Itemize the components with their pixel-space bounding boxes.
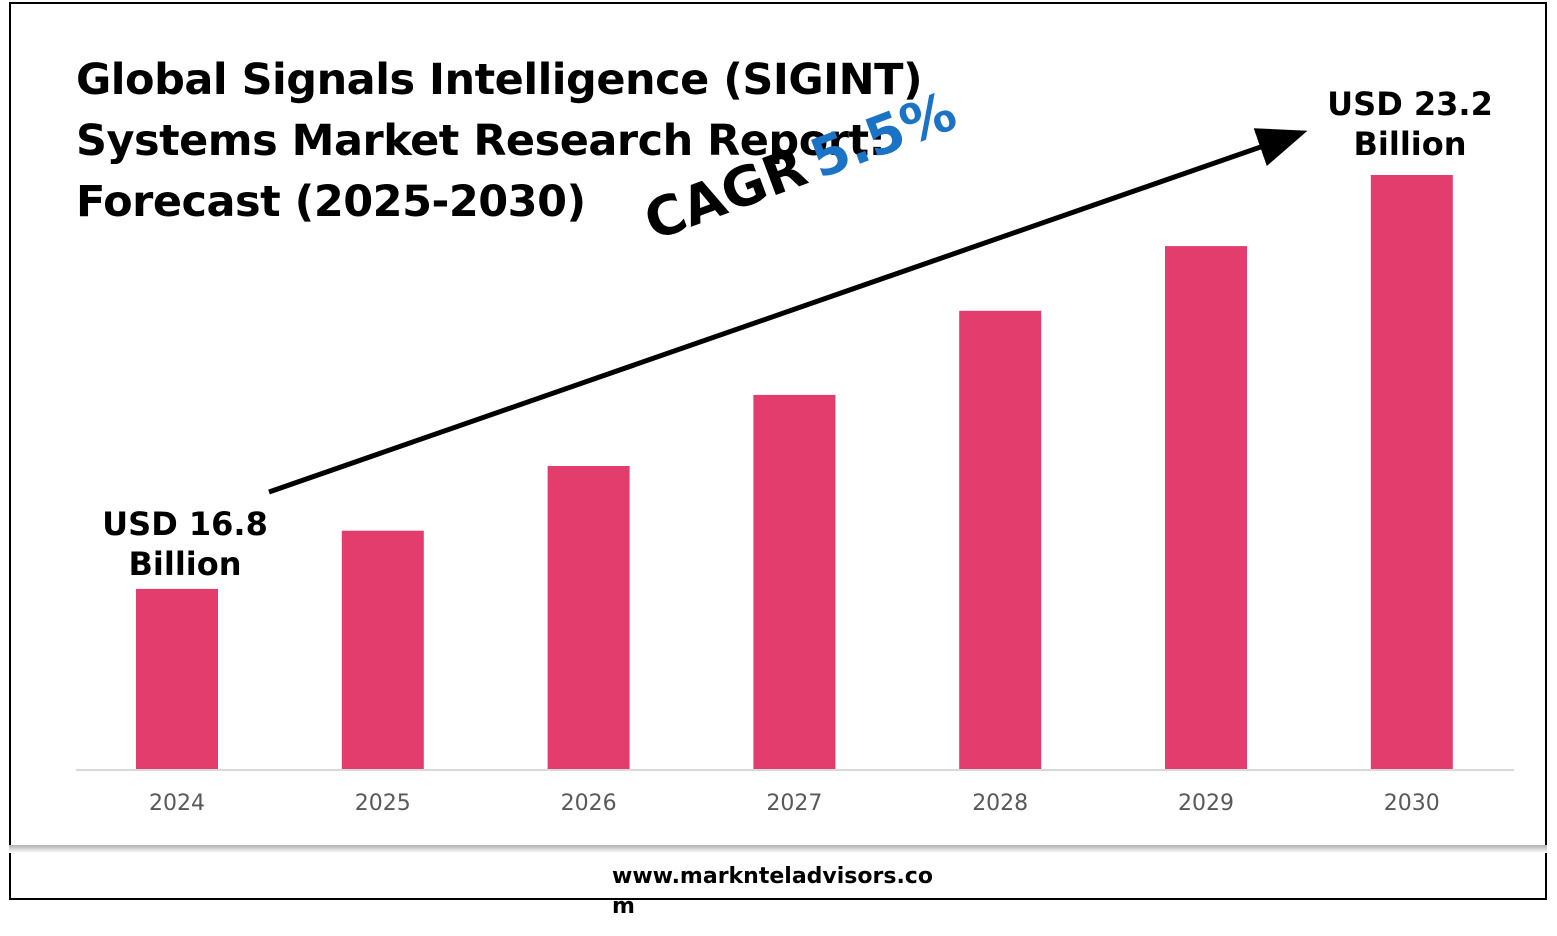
- end-value-amount: USD 23.2: [1327, 85, 1493, 123]
- title-line-2: Systems Market Research Report:: [76, 116, 886, 166]
- x-tick-label-2027: 2027: [766, 791, 822, 816]
- bar-2029: [1165, 246, 1247, 771]
- x-tick-label-2029: 2029: [1178, 791, 1234, 816]
- bar-2024: [136, 588, 218, 770]
- bar-2027: [753, 394, 836, 770]
- start-value-amount: USD 16.8: [102, 505, 268, 543]
- start-value-unit: Billion: [128, 545, 242, 583]
- title-line-1: Global Signals Intelligence (SIGINT): [76, 55, 923, 105]
- x-tick-labels: 2024 2025 2026 2027 2028 2029 2030: [149, 791, 1440, 816]
- chart-title: Global Signals Intelligence (SIGINT) Sys…: [76, 50, 976, 233]
- x-tick-label-2030: 2030: [1384, 791, 1440, 816]
- end-value-unit: Billion: [1353, 125, 1467, 163]
- bar-2025: [341, 530, 424, 770]
- title-line-3: Forecast (2025-2030): [76, 177, 586, 227]
- bar-2026: [547, 466, 630, 770]
- x-tick-label-2028: 2028: [972, 791, 1028, 816]
- footer-divider: [9, 845, 1547, 853]
- footer-website[interactable]: www.marknteladvisors.com: [612, 864, 933, 919]
- x-tick-label-2025: 2025: [355, 791, 411, 816]
- bar-2028: [959, 310, 1042, 770]
- bars-group: [136, 175, 1453, 771]
- growth-arrow: [268, 128, 1308, 495]
- end-value-callout: USD 23.2 Billion: [1325, 84, 1495, 164]
- x-tick-label-2024: 2024: [149, 791, 205, 816]
- start-value-callout: USD 16.8 Billion: [100, 504, 270, 584]
- bar-2030: [1370, 175, 1453, 770]
- x-tick-label-2026: 2026: [561, 791, 617, 816]
